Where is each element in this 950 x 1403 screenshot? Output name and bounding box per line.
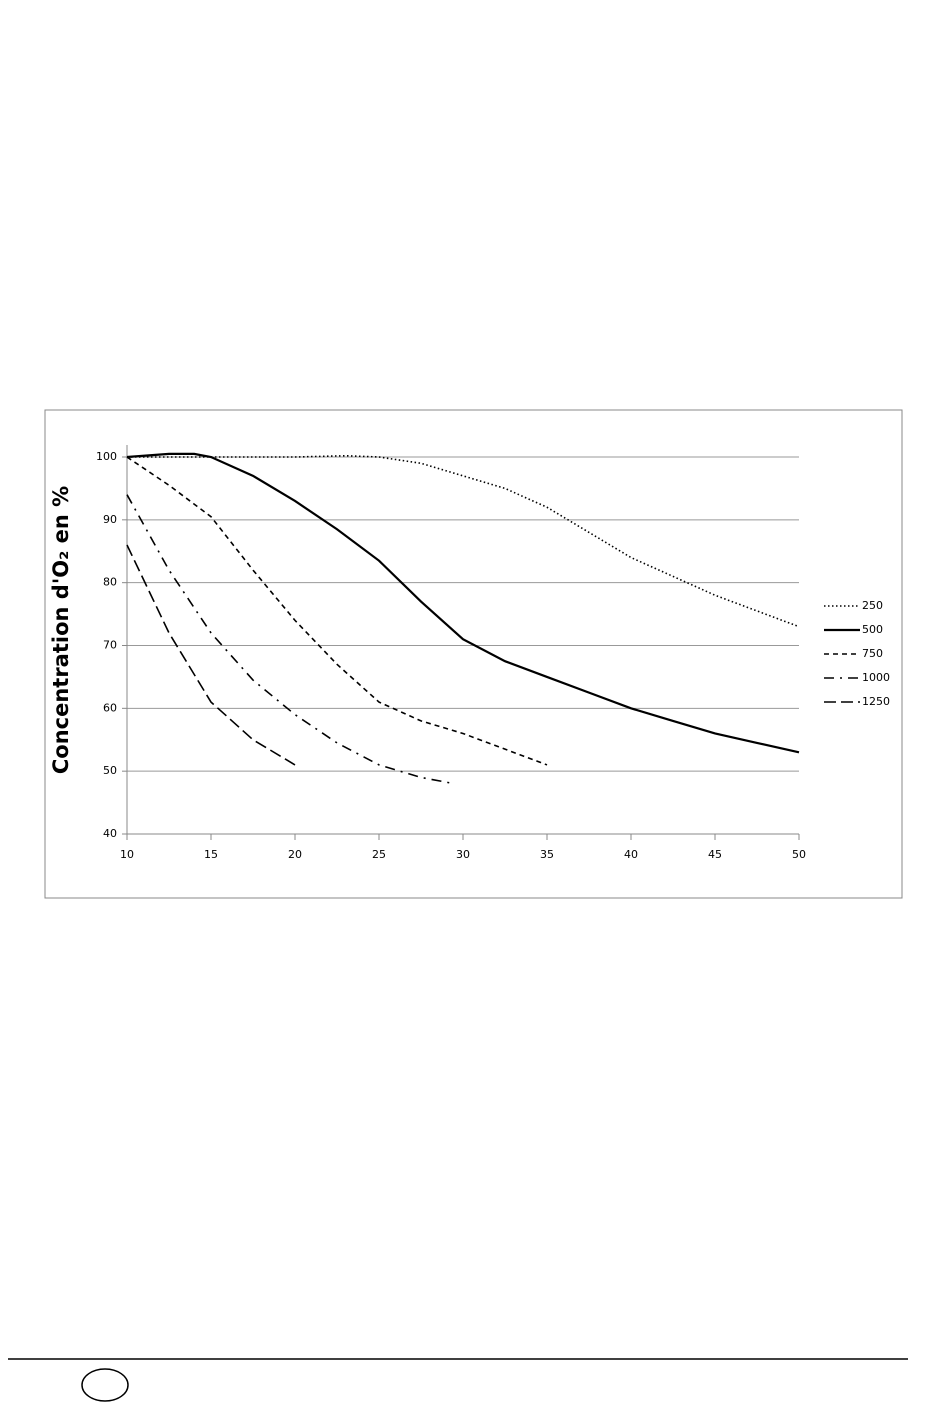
y-tick-label: 100 — [96, 450, 117, 463]
y-tick-label: 70 — [103, 639, 117, 652]
series-line — [126, 456, 548, 766]
series-line — [127, 454, 800, 628]
page-badge — [81, 1368, 129, 1402]
x-tick-label: 35 — [540, 848, 554, 861]
x-tick-label: 20 — [288, 848, 302, 861]
legend-label: 500 — [862, 623, 883, 636]
y-tick-label: 50 — [103, 764, 117, 777]
x-tick-label: 30 — [456, 848, 470, 861]
legend-label: 750 — [862, 647, 883, 660]
x-tick-label: 50 — [792, 848, 806, 861]
x-tick-label: 45 — [708, 848, 722, 861]
series-line — [126, 452, 800, 754]
y-tick-label: 90 — [103, 513, 117, 526]
x-tick-label: 40 — [624, 848, 638, 861]
chart-frame — [44, 409, 903, 899]
x-tick-label: 10 — [120, 848, 134, 861]
x-tick-label: 25 — [372, 848, 386, 861]
series-line — [126, 544, 296, 766]
x-tick-label: 15 — [204, 848, 218, 861]
legend-label: 1000 — [862, 671, 890, 684]
y-tick-label: 40 — [103, 827, 117, 840]
y-axis-label: Concentration d'O₂ en % — [49, 486, 73, 774]
y-tick-label: 60 — [103, 701, 117, 714]
legend-label: 1250 — [862, 695, 890, 708]
legend-label: 250 — [862, 599, 883, 612]
y-tick-label: 80 — [103, 576, 117, 589]
